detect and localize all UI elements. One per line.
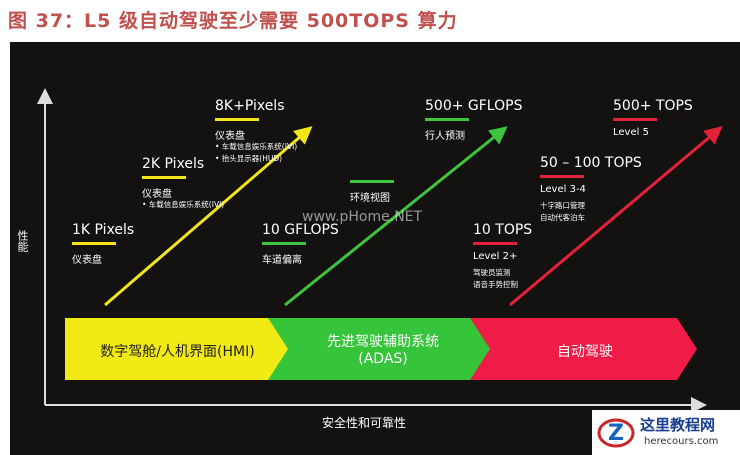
milestone-item: 仪表盘 [215,131,245,142]
milestone-item: 车道偏离 [262,255,302,266]
logo-url: herecours.com [644,436,719,447]
milestone-item: Level 5 [613,127,649,138]
stage-label: (ADAS) [358,351,408,367]
milestone-item: Level 2+ [473,251,518,262]
milestone-item: 环境视图 [350,193,390,204]
panel [10,42,740,455]
milestone-bar [142,176,186,179]
milestone-heading: 8K+Pixels [215,98,285,114]
milestone-item: 自动代客泊车 [540,213,585,222]
stage-band [470,318,697,380]
milestone-heading: 1K Pixels [72,222,135,238]
milestone-bar [473,242,517,245]
trend-arrow [104,126,313,307]
milestone-heading: 50 – 100 TOPS [540,155,642,171]
milestone-heading: 500+ TOPS [613,98,693,114]
stage-label: 数字驾舱/人机界面(HMI) [100,344,255,360]
milestone-bar [540,175,584,178]
milestone-item: • 抬头显示器(HUD) [215,154,283,163]
milestone-bar [262,242,306,245]
logo-icon: Z [597,418,635,448]
milestone-bar [72,242,116,245]
milestone-item: 十字路口管理 [540,201,585,210]
logo-name: 这里教程网 [640,416,716,434]
stage-label: 先进驾驶辅助系统 [327,334,439,350]
milestone-heading: 10 TOPS [473,222,533,238]
stage-band [268,318,494,380]
svg-text:Z: Z [608,421,624,446]
x-axis-label: 安全性和可靠性 [322,416,407,430]
milestone-item: 语音手势控制 [473,280,518,289]
milestone-heading: 500+ GFLOPS [425,98,523,114]
milestone-heading: 2K Pixels [142,156,205,172]
watermark: www.pHome.NET [302,209,423,225]
milestone-bar [215,118,259,121]
milestone-item: 行人预测 [425,131,465,142]
title: 图 37：L5 级自动驾驶至少需要 500TOPS 算力 [8,10,458,32]
milestone-bar [425,118,469,121]
milestone-item: 驾驶员监测 [473,268,511,277]
stage-band [65,318,292,380]
milestone-heading: 10 GFLOPS [262,222,339,238]
trend-arrow [509,126,723,307]
logo: Z 这里教程网 herecours.com [592,410,740,455]
milestone-item: 仪表盘 [72,255,102,266]
trend-arrow [284,126,508,307]
milestone-bar [350,180,394,183]
y-axis-label: 性能 [16,230,29,252]
milestone-bar [613,118,657,121]
milestone-item: Level 3-4 [540,184,586,195]
stage-label: 自动驾驶 [557,344,613,360]
milestone-item: • 车载信息娱乐系统(IVI) [142,200,225,209]
milestone-item: • 车载信息娱乐系统(IVI) [215,142,298,151]
milestone-item: 仪表盘 [142,189,172,200]
